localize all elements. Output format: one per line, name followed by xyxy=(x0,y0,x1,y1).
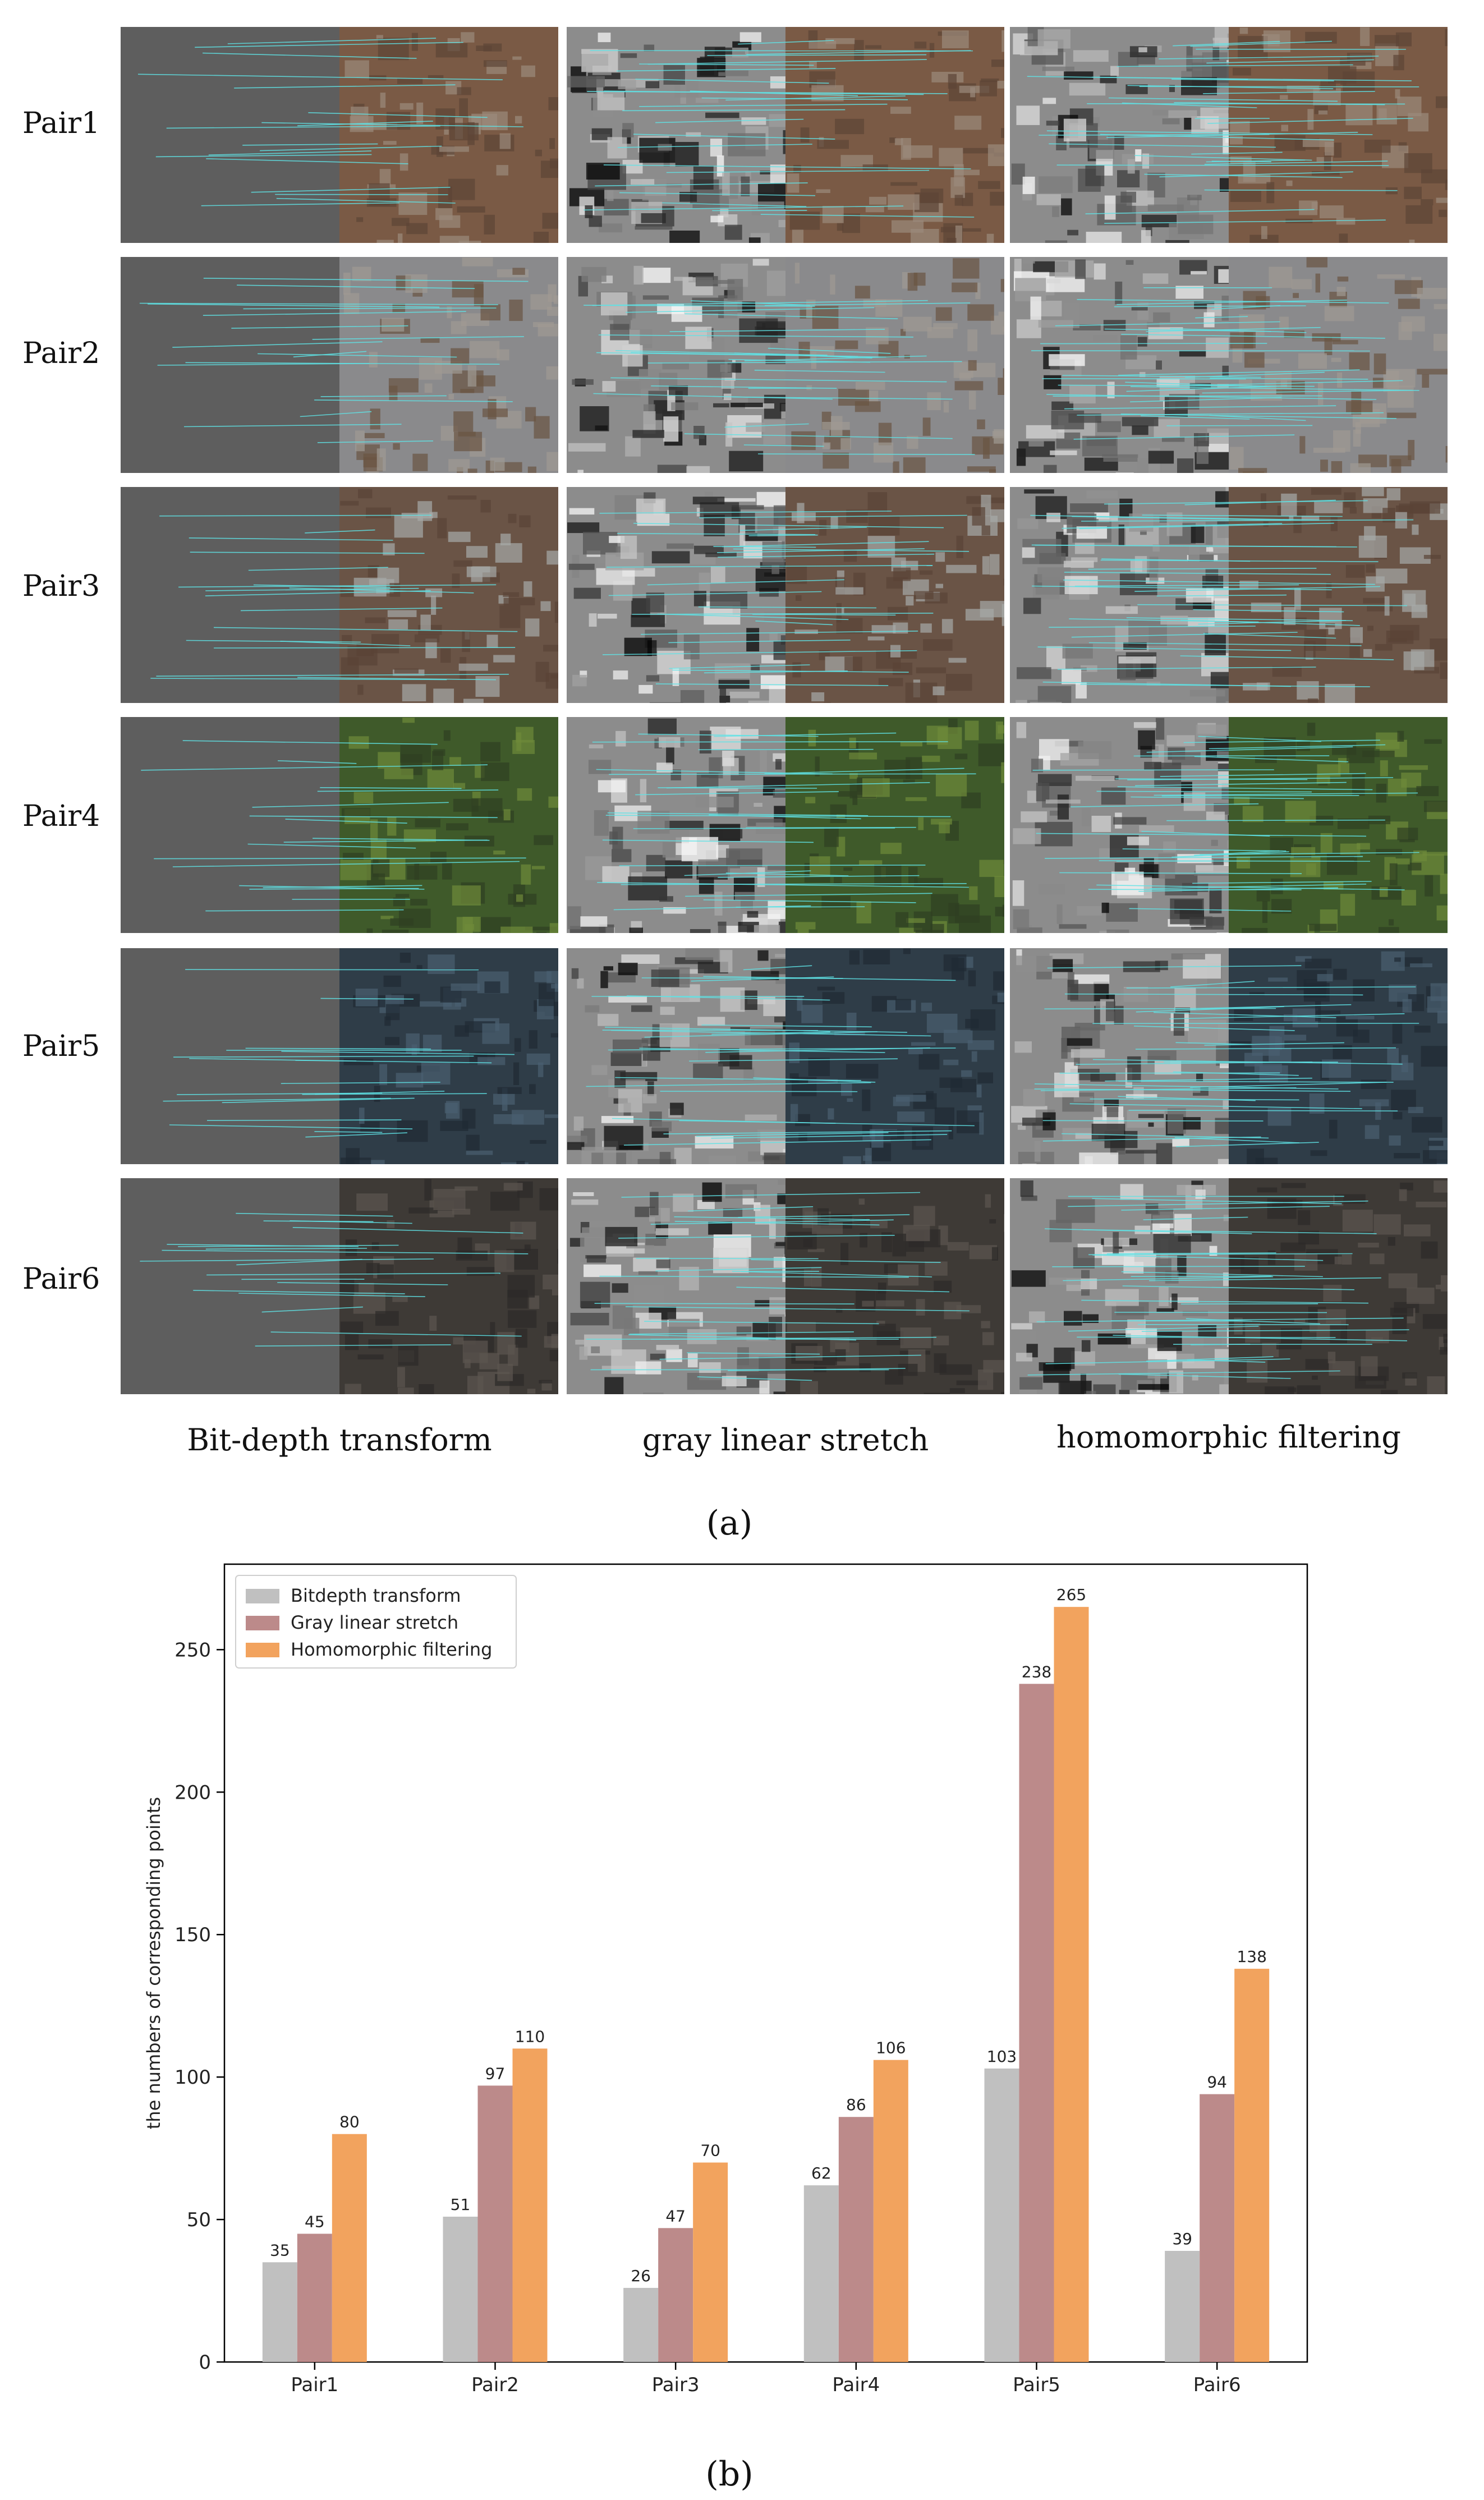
image-pair3-col1 xyxy=(121,487,558,703)
row-label-pair6: Pair6 xyxy=(22,1262,100,1296)
y-tick-label: 250 xyxy=(174,1639,211,1661)
data-label: 26 xyxy=(631,2267,651,2285)
data-label: 80 xyxy=(339,2113,360,2131)
image-pair1-col1 xyxy=(121,27,558,243)
bar-pair6-series2 xyxy=(1200,2094,1235,2362)
x-tick-label: Pair4 xyxy=(832,2374,880,2396)
image-pair5-col1 xyxy=(121,948,558,1164)
image-pair6-col2 xyxy=(567,1178,1004,1394)
y-tick-label: 0 xyxy=(199,2351,211,2374)
bar-pair4-series1 xyxy=(803,2185,839,2362)
data-label: 39 xyxy=(1172,2230,1192,2248)
column-label-homomorphic: homomorphic filtering xyxy=(1056,1419,1401,1455)
row-label-pair3: Pair3 xyxy=(22,569,100,603)
y-tick-label: 200 xyxy=(174,1781,211,1804)
bar-pair5-series1 xyxy=(984,2068,1019,2362)
image-pair1-col3 xyxy=(1010,27,1448,243)
bar-pair5-series2 xyxy=(1019,1684,1054,2362)
legend-swatch xyxy=(246,1643,279,1657)
legend-swatch xyxy=(246,1589,279,1603)
bar-pair2-series1 xyxy=(443,2216,478,2362)
y-tick-label: 150 xyxy=(174,1924,211,1946)
row-label-pair5: Pair5 xyxy=(22,1030,100,1063)
column-label-bitdepth: Bit-depth transform xyxy=(187,1422,492,1458)
data-label: 103 xyxy=(987,2047,1017,2066)
legend-label: Bitdepth transform xyxy=(291,1585,461,1606)
image-pair5-col3 xyxy=(1010,948,1448,1164)
image-pair4-col2 xyxy=(567,717,1004,933)
data-label: 70 xyxy=(700,2141,720,2160)
data-label: 238 xyxy=(1022,1662,1051,1681)
data-label: 47 xyxy=(665,2207,686,2225)
x-tick-label: Pair6 xyxy=(1193,2374,1241,2396)
legend-label: Homomorphic filtering xyxy=(291,1639,492,1660)
legend-box xyxy=(235,1575,517,1669)
x-tick-label: Pair5 xyxy=(1013,2374,1060,2396)
data-label: 106 xyxy=(876,2039,906,2057)
bar-chart: 0 50 100 150 200 250 the numbers of correspond… xyxy=(143,1563,1308,2396)
row-label-pair4: Pair4 xyxy=(22,799,100,833)
x-tick-label: Pair1 xyxy=(291,2374,338,2396)
x-tick-label: Pair3 xyxy=(652,2374,700,2396)
column-label-gray-stretch: gray linear stretch xyxy=(642,1422,929,1458)
image-pair3-col3 xyxy=(1010,487,1448,703)
data-label: 110 xyxy=(515,2027,545,2046)
legend-label: Gray linear stretch xyxy=(291,1612,458,1633)
bar-pair1-series2 xyxy=(297,2234,332,2362)
data-label: 138 xyxy=(1237,1947,1266,1966)
bar-pair1-series3 xyxy=(332,2134,367,2362)
bar-pair4-series2 xyxy=(838,2117,874,2362)
bar-pair1-series1 xyxy=(262,2262,297,2362)
data-label: 45 xyxy=(305,2212,325,2231)
image-pair5-col2 xyxy=(567,948,1004,1164)
data-label: 35 xyxy=(270,2241,290,2259)
image-pair2-col3 xyxy=(1010,257,1448,473)
bar-pair3-series3 xyxy=(693,2162,728,2362)
bar-pair6-series3 xyxy=(1234,1969,1270,2362)
legend-swatch xyxy=(246,1616,279,1630)
row-label-pair1: Pair1 xyxy=(22,107,100,140)
image-pair4-col3 xyxy=(1010,717,1448,933)
bar-pair4-series3 xyxy=(873,2060,908,2362)
data-label: 265 xyxy=(1056,1586,1086,1604)
image-pair3-col2 xyxy=(567,487,1004,703)
bar-pair3-series2 xyxy=(658,2228,693,2362)
image-pair4-col1 xyxy=(121,717,558,933)
caption-a: (a) xyxy=(706,1504,753,1543)
data-label: 51 xyxy=(451,2195,471,2214)
image-pair2-col2 xyxy=(567,257,1004,473)
y-tick-label: 50 xyxy=(187,2209,211,2231)
plot-frame xyxy=(223,1563,1308,2363)
data-label: 97 xyxy=(485,2064,506,2083)
caption-b: (b) xyxy=(705,2455,754,2494)
image-pair6-col3 xyxy=(1010,1178,1448,1394)
bar-pair2-series2 xyxy=(477,2085,513,2362)
data-label: 94 xyxy=(1207,2073,1227,2092)
image-pair6-col1 xyxy=(121,1178,558,1394)
bar-pair5-series3 xyxy=(1054,1607,1089,2362)
data-label: 62 xyxy=(811,2164,831,2182)
x-tick-label: Pair2 xyxy=(471,2374,519,2396)
y-tick-label: 100 xyxy=(174,2066,211,2089)
image-pair1-col2 xyxy=(567,27,1004,243)
y-axis-label: the numbers of corresponding points xyxy=(143,1797,164,2129)
bar-pair6-series1 xyxy=(1165,2250,1200,2362)
image-pair2-col1 xyxy=(121,257,558,473)
row-label-pair2: Pair2 xyxy=(22,337,100,370)
bar-pair2-series3 xyxy=(512,2048,548,2362)
data-label: 86 xyxy=(846,2095,866,2114)
bar-pair3-series1 xyxy=(623,2287,659,2362)
